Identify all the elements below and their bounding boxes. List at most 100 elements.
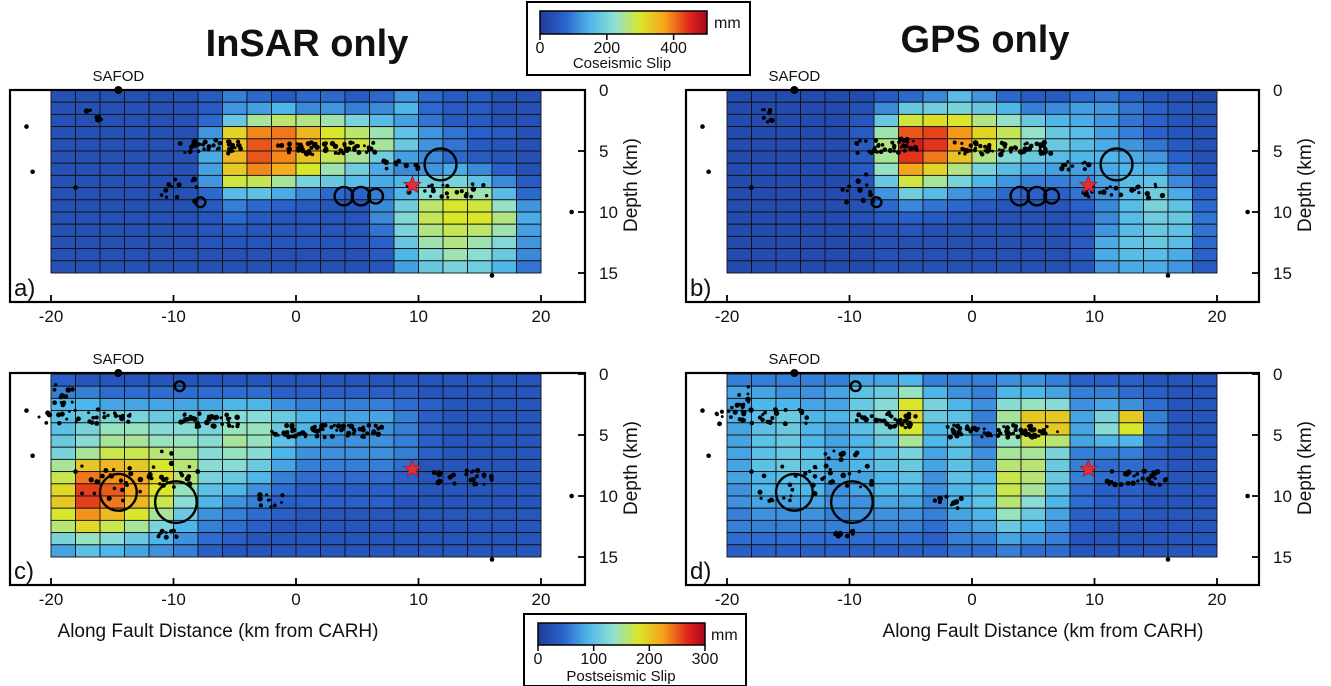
slip-cell [369,101,395,115]
earthquake-dot [878,149,884,155]
slip-cell [873,385,899,399]
slip-cell [271,101,297,115]
slip-cell [1167,385,1193,399]
slip-cell [898,458,924,473]
slip-cell [1094,446,1120,460]
slip-cell [271,113,297,128]
earthquake-dot [371,140,376,145]
slip-cell [1192,458,1218,473]
slip-cell [173,544,199,558]
slip-cell [1069,101,1095,115]
slip-cell [99,397,125,412]
slip-cell [947,235,973,250]
slip-cell [1020,373,1046,387]
event-circle [333,185,355,207]
earthquake-dot [286,147,292,152]
earthquake-dot [983,144,988,149]
slip-cell [1069,223,1095,237]
slip-cell [1167,446,1193,460]
earthquake-dot [951,429,957,435]
earthquake-dot [700,408,705,413]
slip-cell [1020,507,1046,521]
slip-cell [393,385,419,399]
slip-cell [271,211,297,225]
slip-cell [124,211,150,225]
slip-cell [824,495,850,509]
slip-cell [726,150,752,164]
slip-cell [1020,199,1046,213]
earthquake-dot [765,120,770,124]
slip-cell [516,235,542,250]
earthquake-dot [854,450,860,456]
slip-cell [1094,422,1120,436]
slip-cell [971,410,997,424]
earthquake-dot [827,470,833,476]
slip-cell [971,89,997,103]
earthquake-dot [469,470,474,474]
earthquake-dot [174,194,180,200]
slip-cell [393,483,419,497]
slip-cell [197,162,223,176]
slip-cell [320,471,346,485]
earthquake-dot [833,530,839,535]
slip-cell [726,101,752,115]
slip-cell [50,532,76,546]
earthquake-dot [211,423,217,429]
earthquake-dot [769,117,775,124]
slip-cell [75,519,101,534]
earthquake-dot [286,434,292,440]
slip-cell [751,223,777,237]
slip-cell [393,89,419,103]
slip-cell [442,373,468,387]
slip-cell [775,235,801,250]
slip-cell [516,532,542,546]
earthquake-dot [838,457,844,463]
earthquake-dot [37,415,41,419]
earthquake-dot [892,424,897,429]
slip-cell [873,446,899,460]
slip-cell [491,199,517,213]
slip-cell [442,89,468,103]
earthquake-dot [202,139,208,145]
slip-cell [320,483,346,497]
earthquake-dot [151,465,156,469]
panel-letter: d) [690,558,711,585]
earthquake-dot [347,423,351,428]
slip-cell [516,89,542,103]
title-left: InSAR only [206,23,409,65]
slip-cell [824,162,850,176]
slip-cell [148,248,174,262]
earthquake-dot [840,472,847,479]
slip-cell [124,248,150,262]
slip-cell [849,544,875,558]
earthquake-dot [164,195,169,199]
earthquake-dot [932,498,938,503]
earthquake-dot [156,534,161,539]
slip-cell [996,410,1022,424]
earthquake-dot [459,189,464,194]
slip-cell [1069,248,1095,262]
slip-cell [467,410,493,424]
slip-cell [922,162,948,176]
event-circle [1009,185,1031,207]
event-circle [870,196,883,209]
earthquake-dot [166,182,172,187]
slip-cell [1094,434,1120,448]
slip-cell [849,397,875,412]
earthquake-dot [1039,429,1045,435]
slip-cell [849,223,875,237]
slip-cell [271,532,297,546]
earthquake-dot [489,477,494,482]
earthquake-dot [352,146,356,150]
slip-cell [726,187,752,201]
slip-cell [1069,260,1095,274]
slip-cell [173,422,199,436]
slip-cell [947,532,973,546]
slip-cell [344,483,370,497]
earthquake-dot [318,426,324,432]
slip-cell [1192,446,1218,460]
slip-cell [1069,373,1095,387]
slip-cell [467,519,493,534]
slip-cell [775,385,801,399]
slip-cell [751,260,777,274]
